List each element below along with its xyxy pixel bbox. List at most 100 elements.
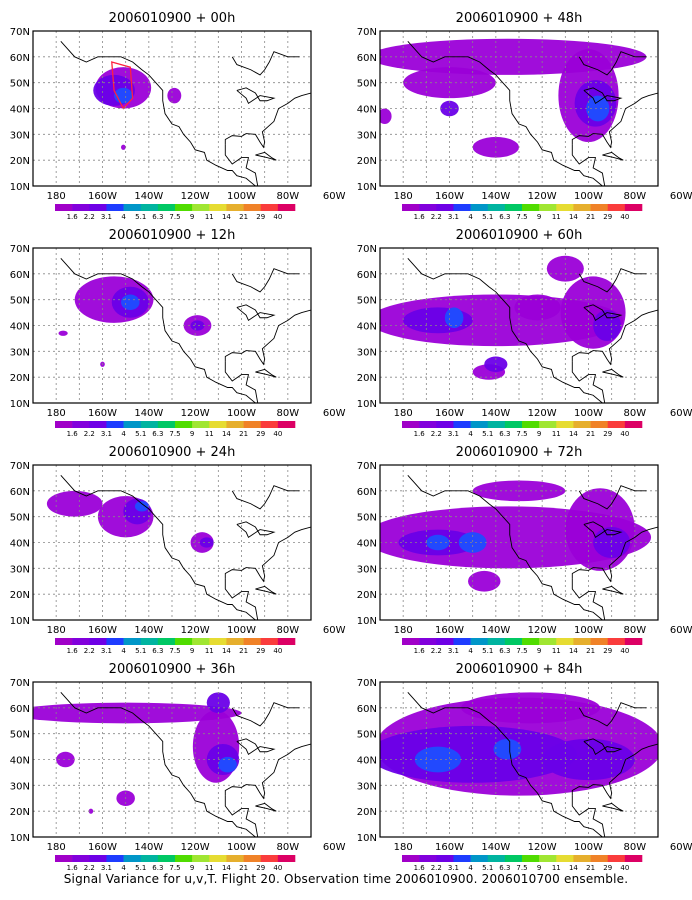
coastline-segment: [224, 144, 259, 186]
colorbar-label: 11: [552, 430, 561, 438]
lon-tick-label: 140W: [134, 842, 163, 853]
variance-contour: [586, 95, 610, 122]
map-panel-48h: 2006010900 + 48h 70N 60N 50N 40N 30N 20N 10N 180…: [357, 11, 692, 221]
graticule: [33, 31, 311, 186]
colorbar-label: 1.6: [67, 864, 79, 872]
lat-tick-label: 20N: [10, 807, 30, 818]
colorbar-label: 1.6: [67, 213, 79, 221]
colorbar-swatch: [106, 638, 124, 645]
colorbar-swatch: [243, 855, 262, 862]
colorbar-swatch: [436, 855, 454, 862]
lat-tick-label: 50N: [10, 513, 30, 524]
colorbar-label: 5.1: [135, 430, 146, 438]
colorbar-swatch: [277, 855, 296, 862]
coastline-segment: [231, 485, 300, 510]
lon-tick-label: 180: [47, 408, 66, 419]
lat-tick-label: 60N: [10, 270, 30, 281]
colorbar-label: 11: [205, 647, 214, 655]
colorbar-swatch: [226, 204, 244, 211]
lat-tick-label: 10N: [10, 399, 30, 410]
lat-tick-label: 20N: [10, 373, 30, 384]
lon-tick-label: 140W: [481, 842, 510, 853]
colorbar-label: 7.5: [169, 647, 180, 655]
lon-tick-label: 160W: [435, 625, 464, 636]
colorbar-label: 4: [121, 647, 126, 655]
colorbar-swatch: [470, 638, 489, 645]
colorbar-label: 6.3: [152, 213, 163, 221]
colorbar-label: 14: [222, 430, 231, 438]
colorbar-label: 11: [552, 213, 561, 221]
colorbar-label: 40: [620, 647, 629, 655]
coastline-segment: [602, 585, 624, 595]
colorbar-swatch: [504, 855, 523, 862]
coastline-segment: [578, 51, 647, 76]
colorbar-swatch: [470, 204, 489, 211]
colorbar-swatch: [226, 421, 244, 428]
colorbar-swatch: [402, 204, 420, 211]
colorbar-swatch: [123, 204, 142, 211]
colorbar-swatch: [402, 855, 420, 862]
coastline-segment: [583, 738, 623, 756]
coastline-segment: [571, 526, 658, 583]
colorbar-swatch: [573, 638, 591, 645]
colorbar-swatch: [436, 421, 454, 428]
lon-tick-label: 140W: [481, 625, 510, 636]
lon-tick-label: 180: [394, 408, 413, 419]
colorbar-label: 5.1: [482, 864, 493, 872]
colorbar-swatch: [522, 855, 540, 862]
colorbar-label: 40: [273, 647, 282, 655]
lat-tick-label: 10N: [357, 833, 377, 844]
colorbar-label: 4: [121, 430, 126, 438]
lon-tick-label: 120W: [528, 408, 557, 419]
colorbar-label: 21: [586, 213, 595, 221]
lon-tick-label: 120W: [181, 408, 210, 419]
colorbar-label: 9: [537, 430, 541, 438]
colorbar-label: 21: [239, 430, 248, 438]
colorbar-swatch: [522, 421, 540, 428]
flight-track: [111, 61, 134, 110]
map-frame: [32, 681, 312, 838]
colorbar-swatch: [55, 204, 73, 211]
colorbar-label: 11: [205, 864, 214, 872]
lon-tick-label: 100W: [574, 408, 603, 419]
colorbar-swatch: [419, 638, 437, 645]
variance-contour: [121, 144, 126, 150]
colorbar-swatch: [260, 638, 279, 645]
map-panel-36h: 2006010900 + 36h 70N 60N 50N 40N 30N 20N 10N 180…: [10, 662, 346, 872]
coastline-segment: [571, 361, 606, 403]
colorbar-label: 29: [256, 864, 265, 872]
colorbar-swatch: [419, 204, 437, 211]
colorbar-swatch: [624, 421, 643, 428]
colorbar-label: 14: [569, 864, 578, 872]
colorbar-label: 7.5: [169, 213, 180, 221]
lat-tick-label: 60N: [10, 487, 30, 498]
colorbar-label: 9: [537, 647, 541, 655]
colorbar-label: 1.6: [414, 213, 426, 221]
lat-tick-label: 20N: [10, 156, 30, 167]
colorbar-swatch: [504, 204, 523, 211]
panel-title: 2006010900 + 72h: [456, 445, 583, 460]
lat-tick-label: 30N: [10, 564, 30, 575]
variance-contour: [167, 87, 182, 104]
variance-contour: [121, 294, 140, 310]
variance-field: [58, 276, 212, 367]
panel-title: 2006010900 + 48h: [456, 11, 583, 26]
coastline: [407, 41, 658, 186]
coastline-segment: [571, 578, 606, 620]
colorbar-swatch: [175, 855, 193, 862]
colorbar-swatch: [243, 421, 262, 428]
colorbar-label: 14: [569, 647, 578, 655]
coastline-segment: [60, 258, 256, 403]
colorbar-swatch: [277, 204, 296, 211]
colorbar-label: 6.3: [499, 864, 510, 872]
colorbar-swatch: [590, 855, 609, 862]
colorbar-swatch: [539, 204, 557, 211]
colorbar-swatch: [402, 421, 420, 428]
coastline-segment: [224, 361, 259, 403]
panel-title: 2006010900 + 84h: [456, 662, 583, 677]
variance-contour: [190, 320, 205, 331]
colorbar-label: 40: [620, 213, 629, 221]
variance-contour: [123, 498, 152, 525]
colorbar-swatch: [556, 421, 574, 428]
